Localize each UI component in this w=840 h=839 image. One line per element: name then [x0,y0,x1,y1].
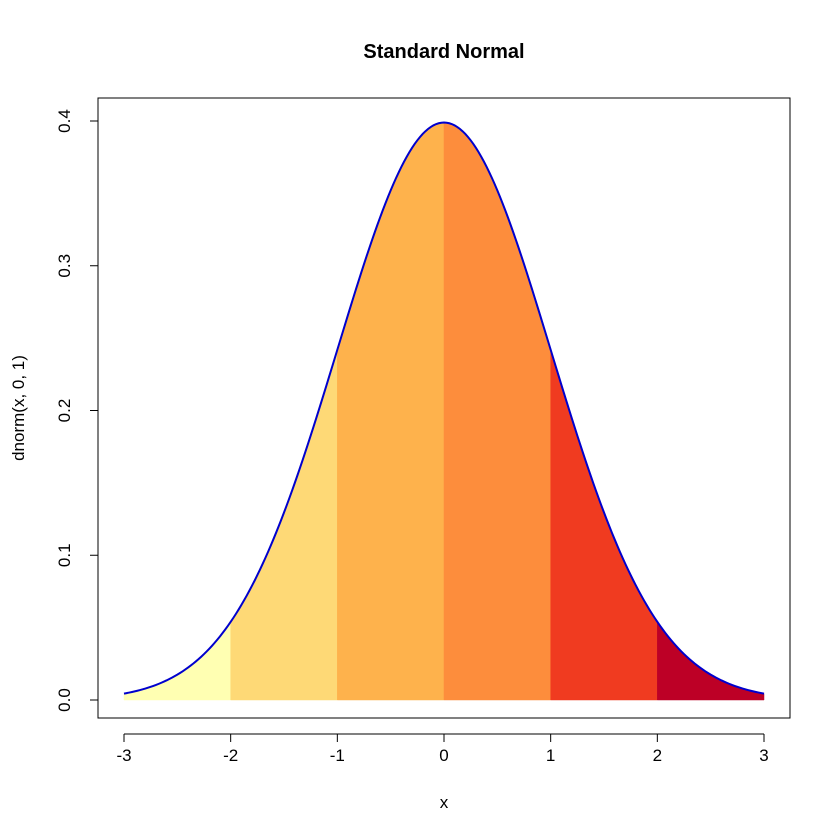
region-4 [443,122,551,701]
x-axis: -3 -2 -1 0 1 2 3 [116,733,769,765]
x-tick-label: -3 [116,746,131,765]
region-3 [337,122,445,701]
x-tick-label: 1 [546,746,555,765]
y-tick-label: 0.0 [55,688,74,712]
density-curve [123,121,765,695]
shaded-regions [123,122,765,701]
x-tick-label: -1 [330,746,345,765]
y-tick-label: 0.3 [55,254,74,278]
region-6 [657,621,765,701]
x-axis-label: x [440,793,449,812]
y-axis: 0.0 0.1 0.2 0.3 0.4 [55,109,99,712]
y-axis-label: dnorm(x, 0, 1) [9,355,28,461]
x-tick-label: -2 [223,746,238,765]
x-tick-label: 3 [759,746,768,765]
x-tick-label: 2 [653,746,662,765]
chart-title: Standard Normal [363,41,524,63]
y-tick-label: 0.4 [55,109,74,133]
region-1 [123,621,231,701]
y-tick-label: 0.1 [55,543,74,567]
x-tick-label: 0 [439,746,448,765]
y-tick-label: 0.2 [55,399,74,423]
